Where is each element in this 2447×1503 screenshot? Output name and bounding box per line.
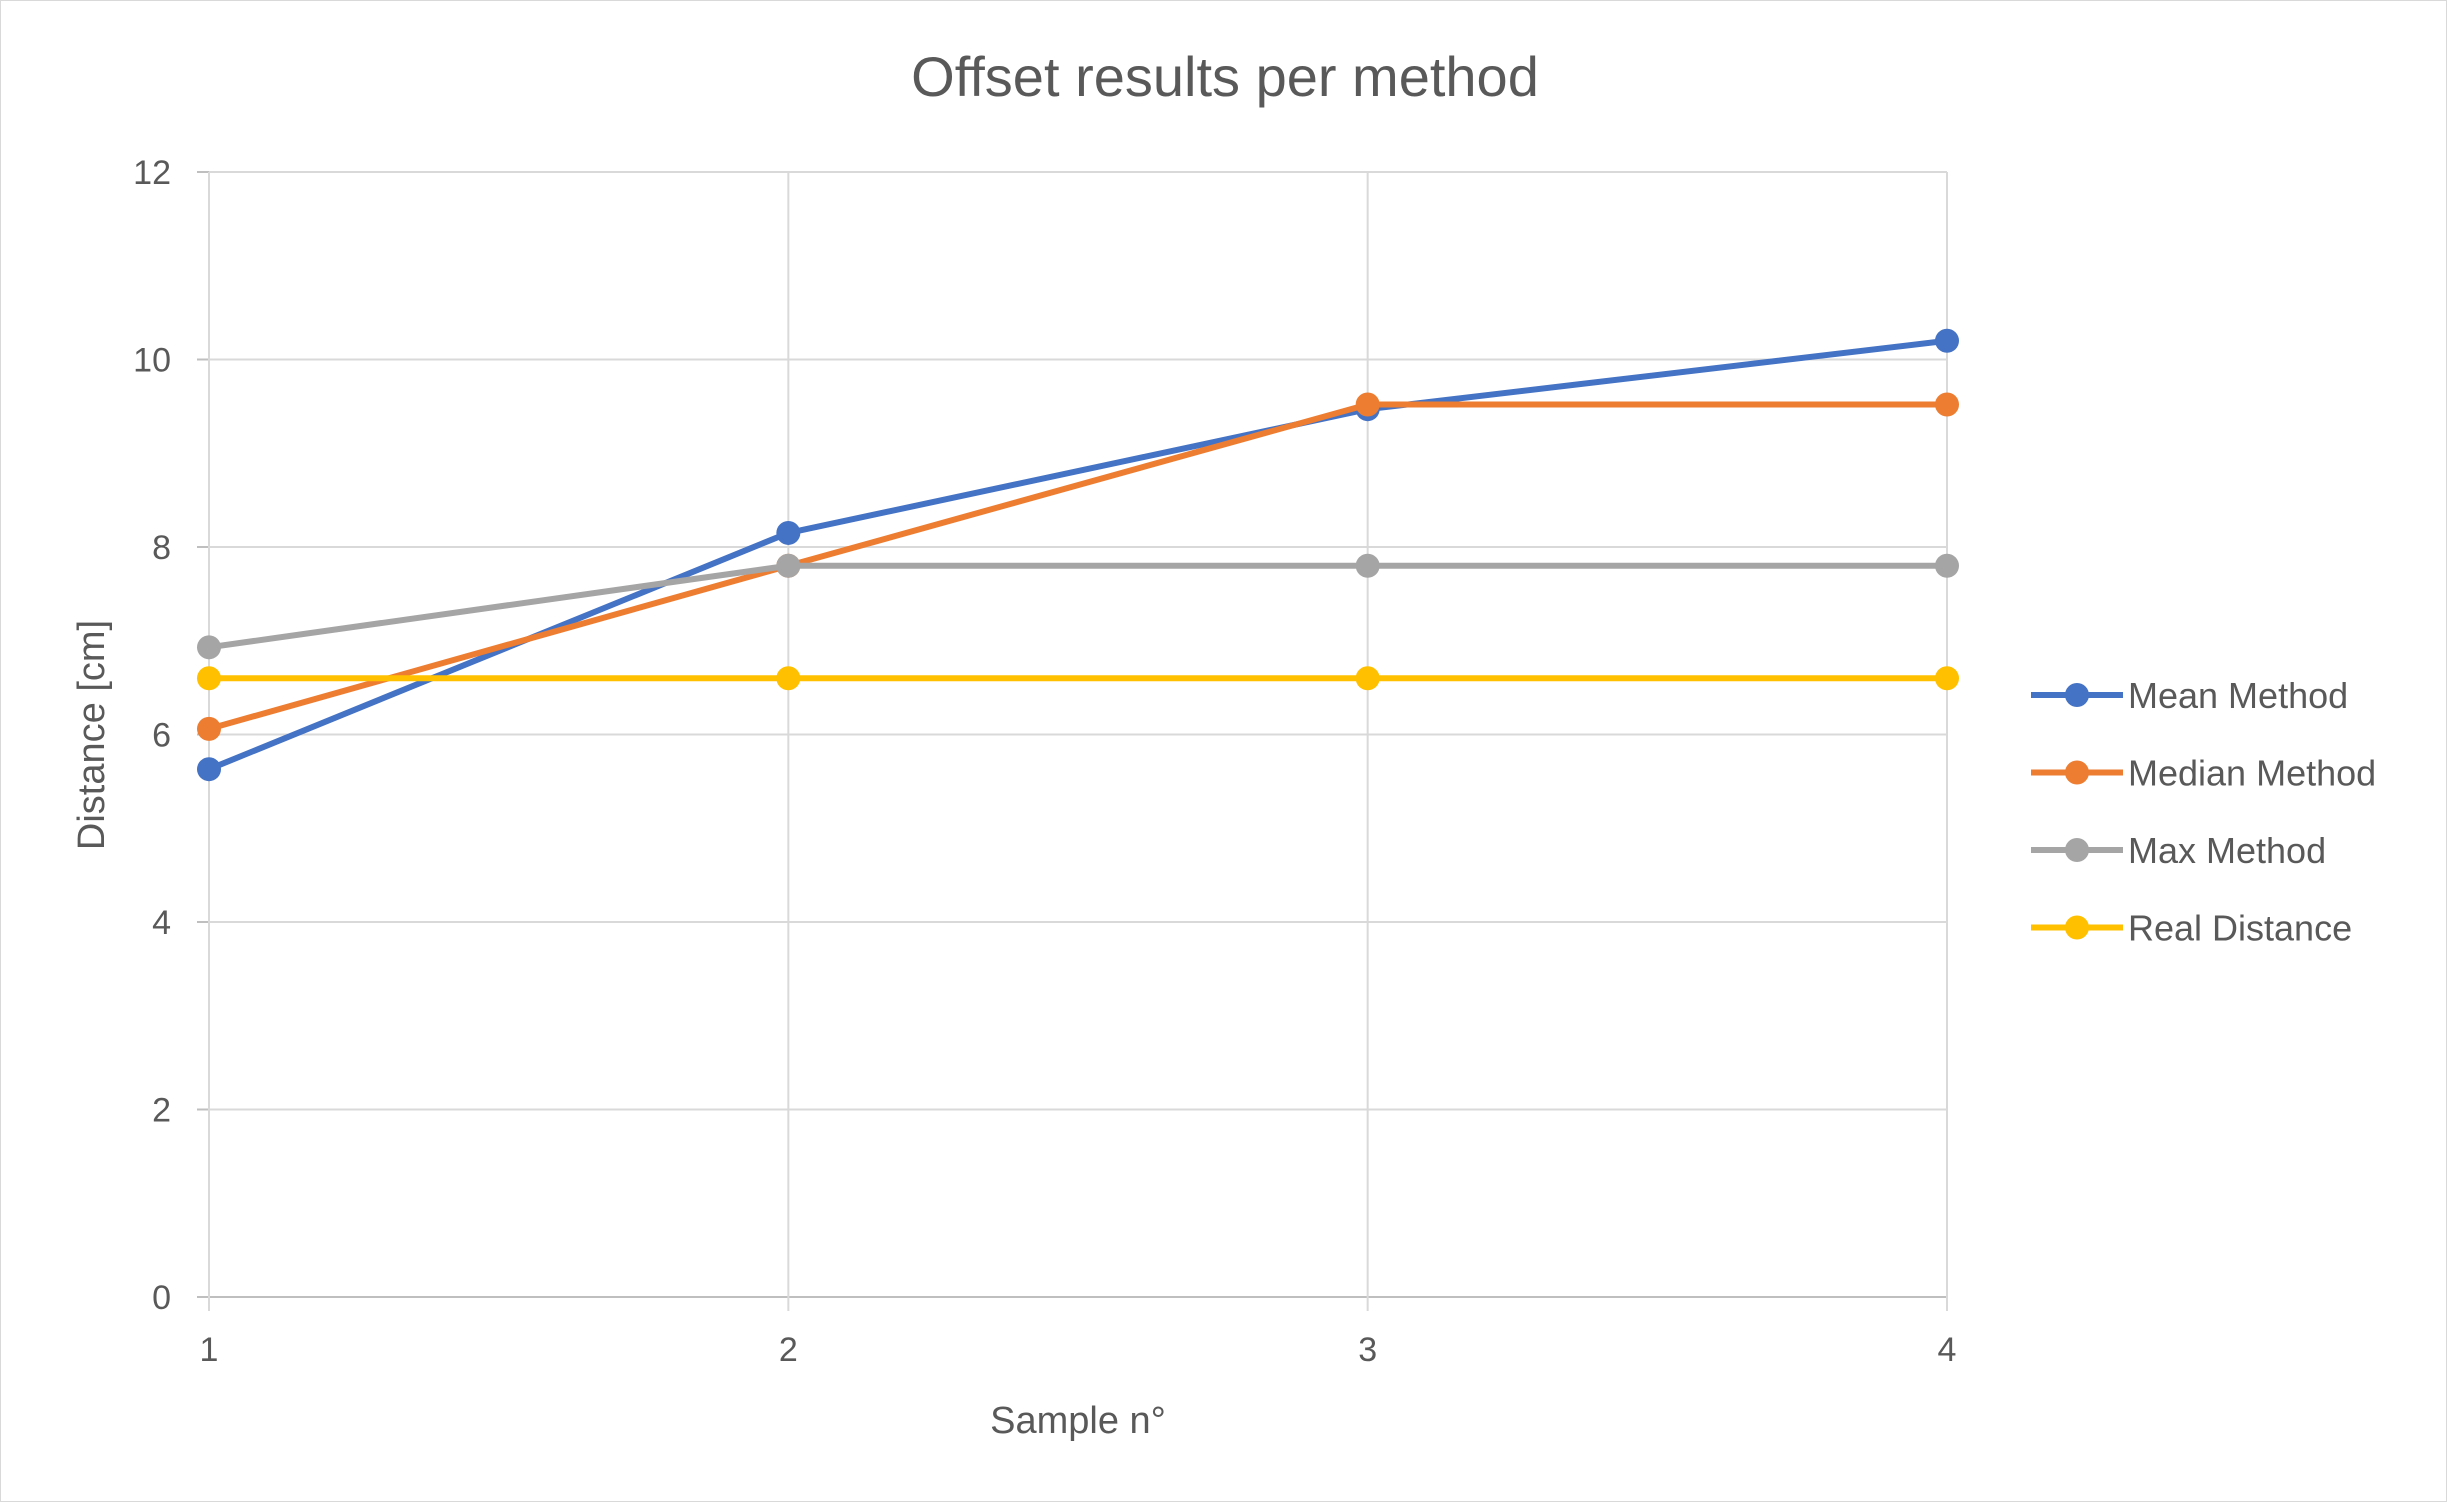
legend-marker xyxy=(2065,915,2089,940)
x-tick-label: 4 xyxy=(1938,1331,1957,1369)
legend-item: Median Method xyxy=(2031,753,2376,794)
data-point xyxy=(1355,392,1380,417)
x-tick-label: 2 xyxy=(779,1331,798,1369)
legend-marker xyxy=(2065,760,2089,785)
data-point xyxy=(776,520,801,545)
data-point xyxy=(1935,666,1959,691)
series-real-distance xyxy=(197,666,1959,691)
series-lines xyxy=(197,328,1959,782)
legend: Mean Method Median Method Max Method Real D… xyxy=(2031,675,2376,949)
x-tick-label: 3 xyxy=(1358,1331,1377,1369)
legend-item: Real Distance xyxy=(2031,908,2352,949)
series-mean-method xyxy=(197,328,1959,782)
x-axis-ticks: 1 2 3 4 xyxy=(200,1331,1957,1369)
series-line xyxy=(206,401,1950,732)
data-point xyxy=(197,757,221,782)
data-point xyxy=(1935,553,1959,578)
series-line xyxy=(206,562,1950,651)
y-tick-label: 2 xyxy=(152,1092,171,1130)
data-point xyxy=(776,553,801,578)
data-point xyxy=(1935,392,1959,417)
data-point xyxy=(1935,328,1959,353)
data-point xyxy=(197,716,221,741)
y-tick-label: 10 xyxy=(133,342,171,380)
y-tick-label: 6 xyxy=(152,717,171,755)
data-point xyxy=(1355,666,1380,691)
data-point xyxy=(197,666,221,691)
chart-title: Offset results per method xyxy=(911,45,1539,108)
y-tick-label: 8 xyxy=(152,529,171,567)
series-line xyxy=(206,337,1950,773)
x-tick-label: 1 xyxy=(200,1331,219,1369)
legend-marker xyxy=(2065,683,2089,707)
legend-label: Real Distance xyxy=(2128,908,2352,949)
y-tick-label: 4 xyxy=(152,904,171,942)
x-axis-title: Sample n° xyxy=(990,1400,1166,1442)
legend-label: Median Method xyxy=(2128,753,2376,794)
y-axis-ticks: 0 2 4 6 8 10 12 xyxy=(133,154,171,1317)
y-axis-title: Distance [cm] xyxy=(71,620,113,850)
data-point xyxy=(1355,553,1380,578)
data-point xyxy=(776,666,801,691)
data-point xyxy=(197,635,221,660)
y-tick-label: 0 xyxy=(152,1279,171,1317)
legend-item: Mean Method xyxy=(2031,675,2348,716)
legend-item: Max Method xyxy=(2031,830,2326,871)
gridlines xyxy=(197,171,1948,1311)
legend-marker xyxy=(2065,838,2089,862)
y-tick-label: 12 xyxy=(133,154,171,192)
legend-label: Max Method xyxy=(2128,830,2326,871)
series-max-method xyxy=(197,553,1959,660)
legend-label: Mean Method xyxy=(2128,675,2348,716)
